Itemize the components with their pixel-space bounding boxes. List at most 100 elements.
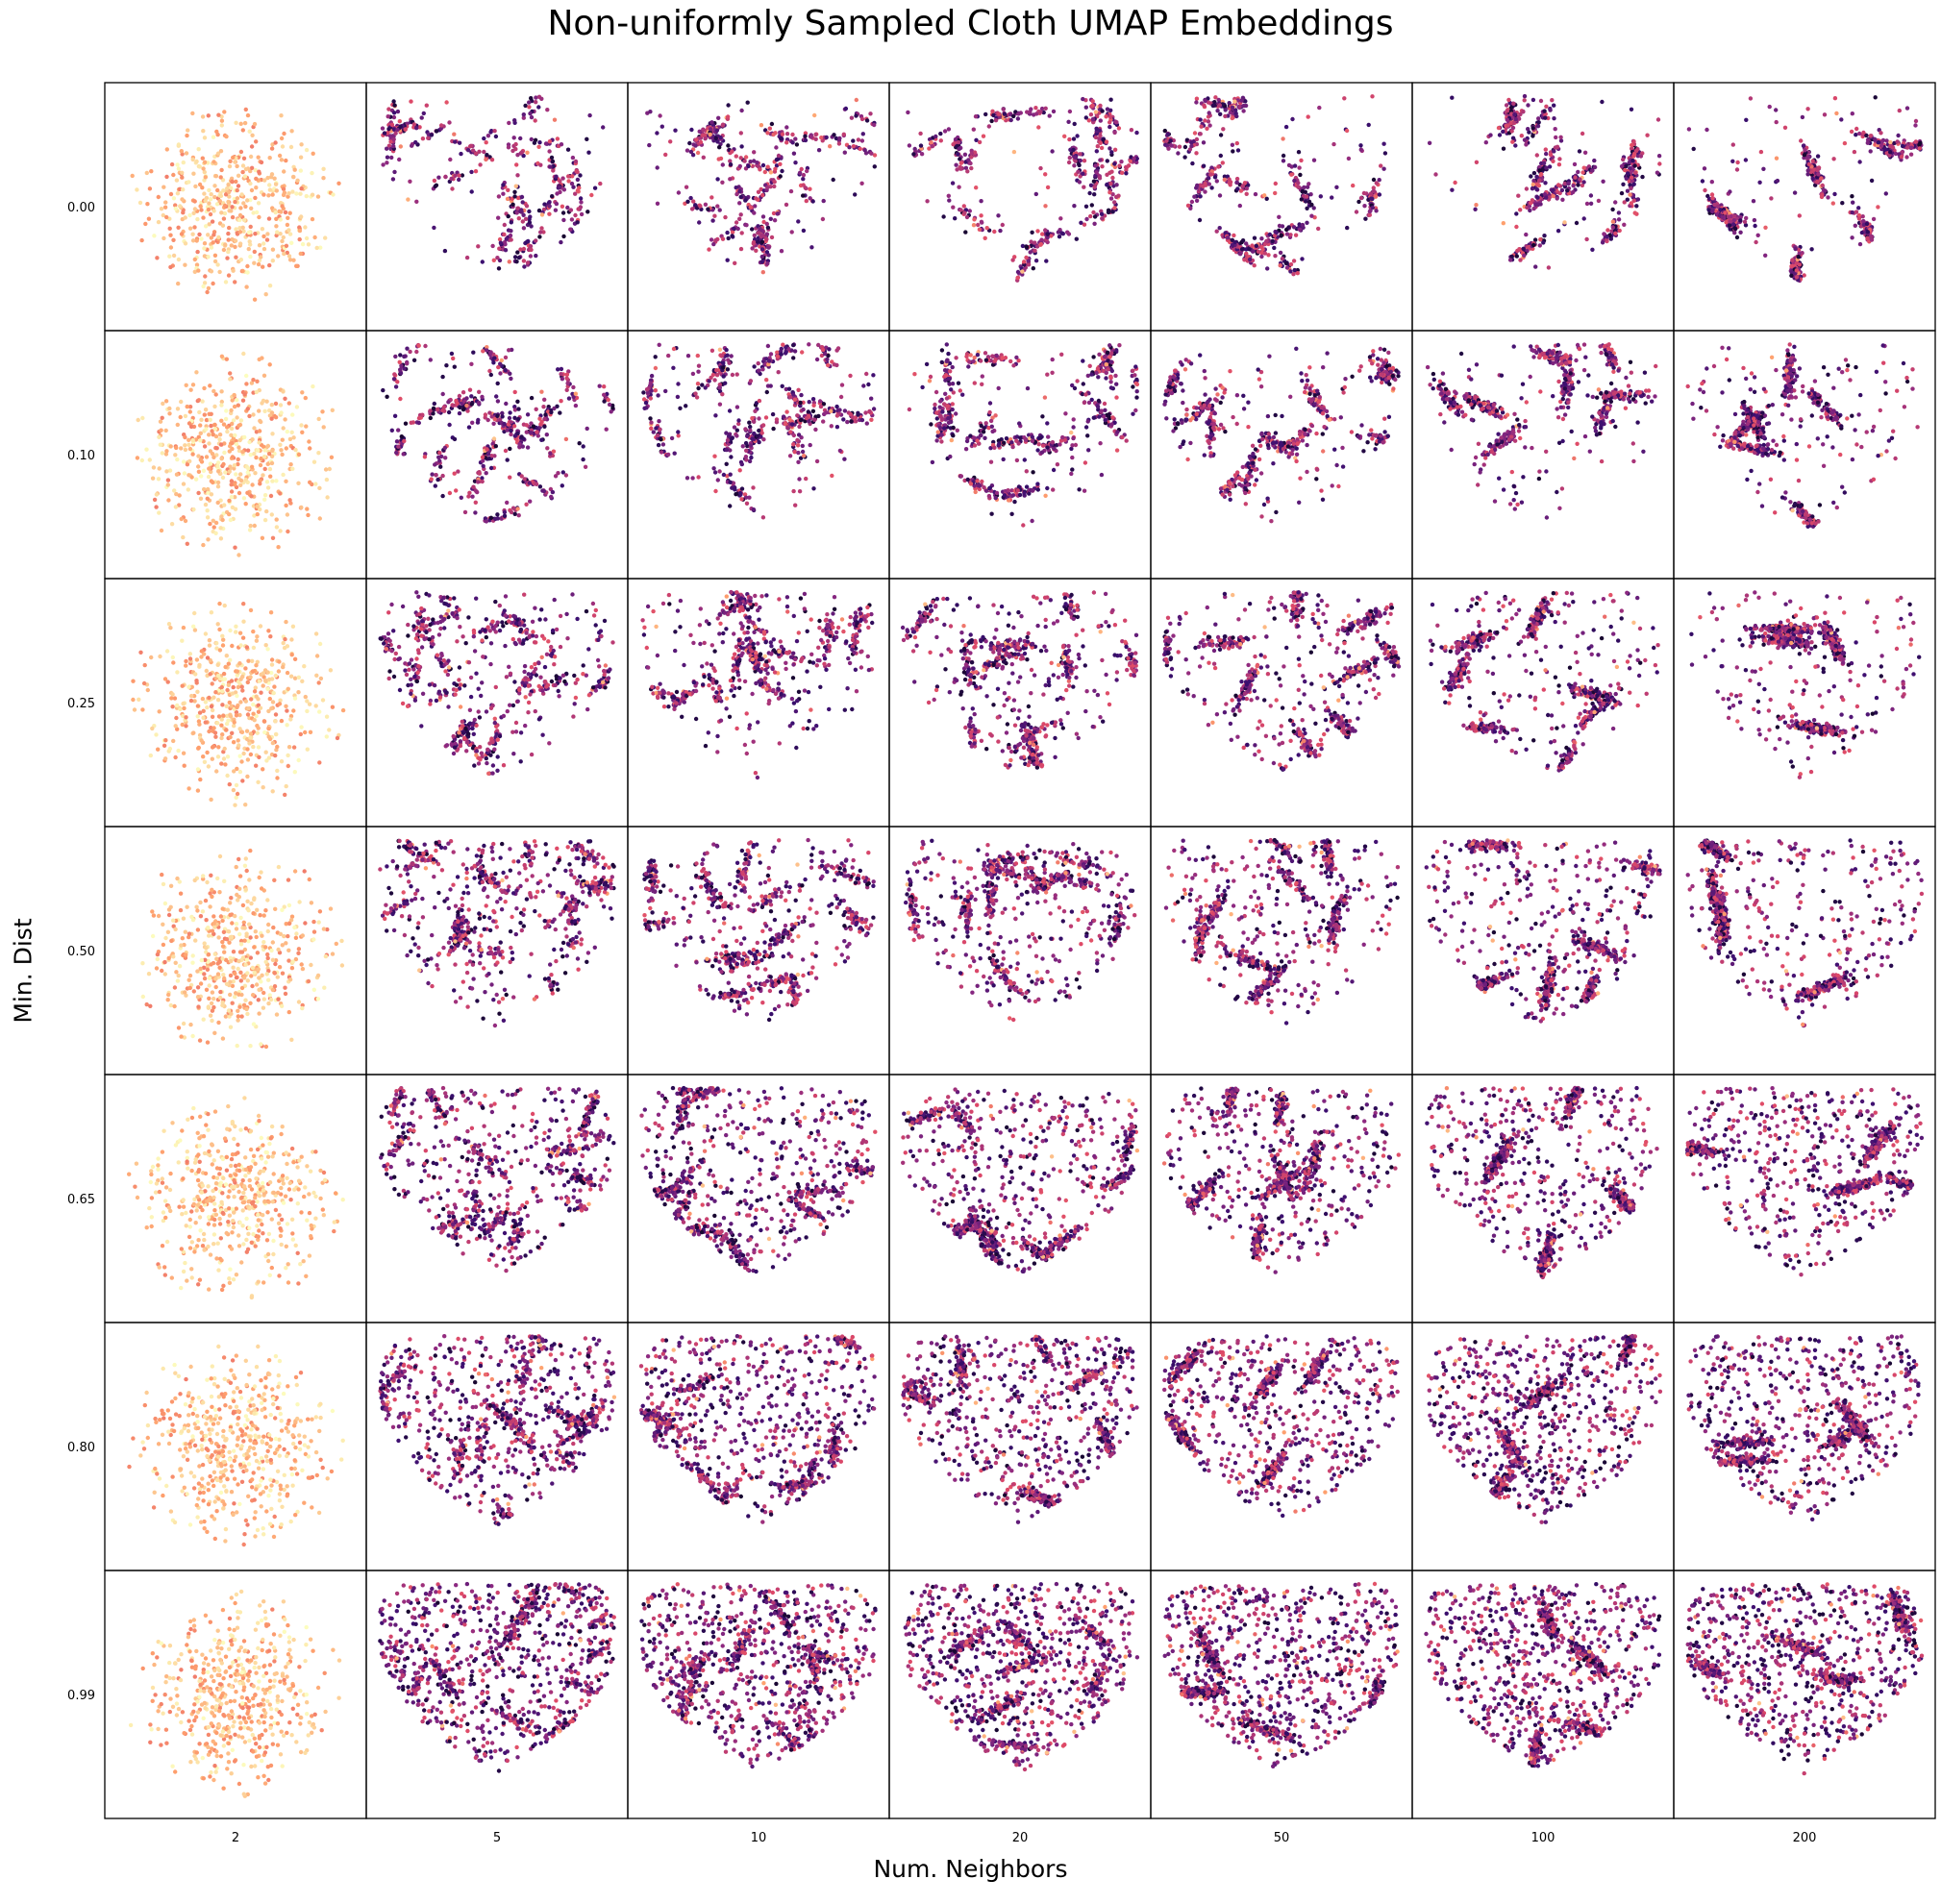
scatter-point [464, 403, 469, 408]
scatter-point [1854, 133, 1858, 137]
scatter-point [525, 150, 530, 155]
scatter-point [1754, 239, 1758, 245]
scatter-point [477, 389, 482, 394]
scatter-point [396, 428, 401, 433]
scatter-point [187, 442, 191, 447]
scatter-point [1123, 164, 1129, 170]
scatter-point [954, 162, 958, 167]
scatter-point [716, 115, 721, 121]
scatter-point [241, 351, 246, 357]
scatter-point [211, 135, 216, 139]
scatter-point [258, 482, 262, 486]
scatter-point [502, 513, 508, 518]
scatter-point [684, 148, 690, 153]
scatter-point [834, 425, 840, 430]
scatter-point [1237, 105, 1242, 110]
scatter-point [689, 207, 695, 211]
scatter-point [476, 480, 481, 484]
panel-r0.00-c20 [888, 82, 1152, 332]
scatter-point [230, 205, 235, 210]
scatter-point [718, 156, 724, 161]
scatter-point [1094, 149, 1100, 154]
scatter-point [1857, 160, 1862, 164]
scatter-point [228, 159, 233, 163]
scatter-point [1259, 254, 1264, 260]
scatter-point [178, 204, 183, 209]
scatter-point [391, 111, 397, 115]
scatter-point [958, 161, 963, 165]
scatter-point [411, 358, 417, 362]
scatter-point [482, 136, 486, 141]
scatter-point [1209, 185, 1214, 190]
scatter-point [1876, 139, 1881, 145]
scatter-point [1291, 259, 1297, 263]
scatter-point [179, 446, 184, 451]
scatter-point [236, 553, 241, 557]
scatter-point [957, 146, 961, 152]
scatter-point [713, 237, 718, 243]
scatter-point [201, 215, 206, 220]
scatter-point [251, 378, 256, 383]
scatter-point [658, 113, 662, 118]
scatter-point [537, 235, 542, 239]
scatter-point [743, 198, 748, 203]
scatter-point [776, 370, 781, 375]
scatter-point [226, 249, 231, 255]
scatter-point [519, 208, 524, 212]
scatter-point [1730, 159, 1735, 163]
scatter-point [1850, 111, 1855, 116]
scatter-point [518, 136, 523, 141]
scatter-point [1381, 141, 1386, 146]
scatter-point [1273, 190, 1278, 196]
scatter-point [854, 113, 859, 118]
scatter-point [1529, 174, 1533, 179]
scatter-point [245, 263, 250, 269]
scatter-point [213, 531, 218, 535]
scatter-point [490, 243, 495, 249]
scatter-point [573, 159, 579, 164]
scatter-point [1548, 152, 1554, 158]
scatter-point [647, 142, 652, 148]
scatter-point [233, 280, 237, 284]
scatter-point [163, 428, 168, 433]
scatter-point [707, 247, 711, 252]
scatter-point [217, 269, 222, 275]
scatter-point [1584, 201, 1590, 207]
scatter-point [467, 387, 473, 392]
scatter-point [558, 179, 562, 184]
scatter-point [1262, 193, 1267, 198]
scatter-point [564, 376, 569, 381]
scatter-point [1235, 186, 1240, 191]
scatter-point [1134, 130, 1139, 136]
scatter-point [176, 142, 182, 147]
scatter-point [233, 545, 237, 550]
scatter-point [1075, 134, 1080, 138]
scatter-point [527, 481, 532, 485]
scatter-point [429, 133, 435, 137]
scatter-point [1805, 168, 1810, 173]
scatter-point [240, 450, 245, 455]
scatter-point [229, 185, 234, 190]
scatter-point [1024, 245, 1030, 250]
scatter-point [156, 477, 162, 482]
scatter-point [190, 111, 195, 116]
scatter-point [1530, 126, 1535, 131]
scatter-point [168, 444, 173, 449]
scatter-point [152, 497, 158, 503]
scatter-point [1541, 161, 1547, 166]
scatter-point [223, 470, 228, 475]
scatter-point [1631, 154, 1636, 159]
scatter-point [488, 372, 493, 378]
scatter-point [976, 222, 981, 228]
scatter-point [947, 198, 952, 203]
scatter-point [168, 191, 174, 197]
scatter-point [1869, 178, 1875, 184]
scatter-point [161, 401, 165, 407]
scatter-point [452, 132, 457, 136]
scatter-point [429, 477, 434, 482]
scatter-point [199, 474, 204, 479]
scatter-point [173, 453, 178, 457]
scatter-point [1816, 172, 1821, 177]
scatter-point [1110, 175, 1115, 181]
scatter-point [1108, 97, 1113, 102]
